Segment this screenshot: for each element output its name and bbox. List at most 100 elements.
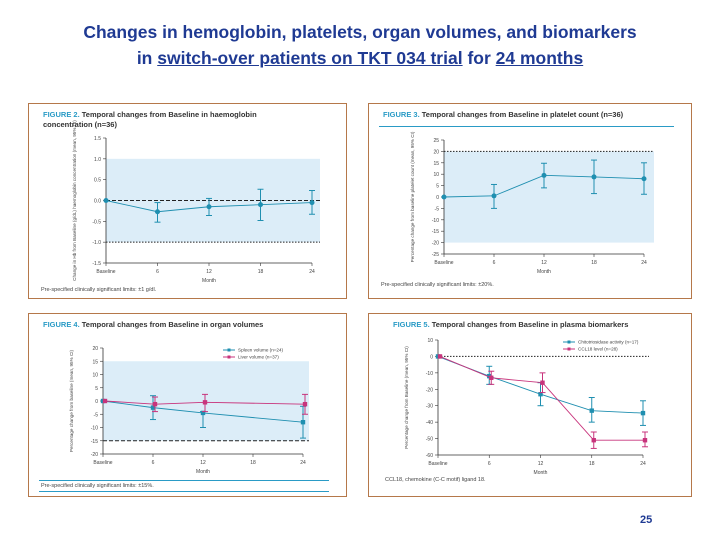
x-axis-label: Month: [202, 278, 216, 284]
x-tick-label: 6: [493, 260, 496, 266]
x-tick-label: Baseline: [96, 269, 115, 275]
figure-footnote: Pre-specified clinically significant lim…: [381, 282, 494, 288]
figure-2-haemoglobin: 1.5 1.0 0.5 0.0 -0.5 -1.0 -1.5 Baseline 6 12 18 24 M…: [28, 103, 347, 299]
data-point: [200, 410, 206, 416]
x-axis-label: Month: [196, 469, 210, 475]
legend-marker: [567, 347, 571, 351]
y-tick-label: -40: [426, 420, 433, 426]
data-point: [641, 176, 647, 182]
slide-title-line2: in switch-over patients on TKT 034 trial…: [0, 48, 720, 69]
chart-plot: 10 0 -10 -20 -30 -40 -50 -60 Baseline 6 12 18 24 Mont…: [404, 338, 649, 476]
y-tick-label: 15: [433, 161, 439, 167]
data-point: [103, 198, 109, 203]
title-underlined-trial: switch-over patients on TKT 034 trial: [157, 48, 463, 68]
data-point: [640, 410, 646, 416]
y-tick-label: 15: [92, 359, 98, 365]
y-tick-label: -10: [426, 371, 433, 377]
y-tick-label: 0.0: [94, 199, 101, 205]
data-point: [441, 194, 447, 200]
y-tick-label: -25: [432, 252, 439, 258]
y-tick-label: -30: [426, 404, 433, 410]
legend-label: Liver volume (n=37): [238, 355, 279, 360]
legend-label: CCL18 level (n=28): [578, 347, 618, 352]
series-line: [439, 356, 645, 441]
series-line: [102, 400, 304, 423]
y-axis-label: Change in Hb from Baseline (g/dL) haemog…: [72, 120, 77, 281]
legend-marker: [567, 340, 571, 344]
figure-footnote: CCL18, chemokine (C-C motif) ligand 18.: [385, 477, 486, 483]
y-tick-label: 1.5: [94, 136, 101, 142]
figure-label: FIGURE 4.: [43, 320, 80, 329]
y-tick-label: -15: [91, 439, 98, 445]
y-tick-label: -60: [426, 453, 433, 459]
page-number: 25: [640, 514, 653, 526]
x-tick-label: 6: [156, 269, 159, 275]
y-tick-label: -20: [426, 387, 433, 393]
figure-title: FIGURE 5. Temporal changes from Baseline…: [393, 320, 683, 330]
chart-plot: 20 15 10 5 0 -5 -10 -15 -20 Baseline 6 12 18 24 Month P…: [69, 346, 309, 475]
y-tick-label: 25: [433, 138, 439, 144]
figure-label: FIGURE 3.: [383, 110, 420, 119]
data-point: [540, 380, 545, 385]
figure-title: FIGURE 4. Temporal changes from Baseline…: [43, 320, 343, 330]
clinical-limit-band: [106, 158, 320, 243]
data-point: [102, 398, 108, 404]
title-underlined-duration: 24 months: [495, 48, 584, 68]
y-tick-label: 20: [433, 149, 439, 155]
y-axis-label: Percentage change from Baseline (mean, 9…: [404, 346, 409, 449]
legend-marker: [227, 348, 231, 352]
y-tick-label: 0: [430, 354, 433, 360]
title-text: in: [136, 48, 158, 68]
data-point: [302, 401, 308, 407]
series-line: [104, 400, 306, 405]
y-axis-label: Percentage change from baseline platelet…: [410, 131, 415, 262]
title-text: for: [462, 48, 496, 68]
figure-caption: Temporal changes from Baseline in platel…: [421, 110, 624, 119]
figure-5-plasma-biomarkers: 10 0 -10 -20 -30 -40 -50 -60 Baseline 6 12 18 24 Mont…: [368, 313, 692, 497]
figure-3-platelets: 25 20 15 10 5 0 -5 -10 -15 -20 -25 Baseline 6 12 18 24 M…: [368, 103, 692, 299]
data-point: [591, 174, 597, 180]
x-tick-label: Baseline: [93, 460, 112, 466]
x-axis-label: Month: [537, 269, 551, 275]
figure-footnote: Pre-specified clinically significant lim…: [41, 287, 157, 293]
x-tick-label: 12: [538, 461, 544, 467]
figure-title: FIGURE 3. Temporal changes from Baseline…: [383, 110, 683, 120]
x-tick-label: 24: [640, 461, 646, 467]
y-tick-label: 1.0: [94, 157, 101, 163]
data-point: [642, 438, 648, 443]
y-tick-label: -20: [432, 241, 439, 247]
y-tick-label: 10: [92, 373, 98, 379]
x-axis-label: Month: [534, 470, 548, 476]
data-point: [437, 354, 443, 359]
figure-title: FIGURE 2. Temporal changes from Baseline…: [43, 110, 283, 130]
data-point: [150, 405, 156, 410]
chart-plot: 1.5 1.0 0.5 0.0 -0.5 -1.0 -1.5 Baseline 6 12 18 24 M…: [72, 120, 320, 284]
x-tick-label: 18: [589, 461, 595, 467]
data-point: [591, 438, 596, 443]
y-tick-label: -0.5: [92, 219, 101, 225]
y-tick-label: 5: [436, 184, 439, 190]
data-point: [309, 200, 315, 206]
y-tick-label: -20: [91, 452, 98, 458]
y-tick-label: 5: [95, 386, 98, 392]
y-tick-label: -1.0: [92, 240, 101, 246]
chart-plot: 25 20 15 10 5 0 -5 -10 -15 -20 -25 Baseline 6 12 18 24 M…: [410, 131, 654, 275]
y-tick-label: 10: [433, 172, 439, 178]
figure-label: FIGURE 5.: [393, 320, 430, 329]
x-tick-label: 18: [591, 260, 597, 266]
x-tick-label: 18: [258, 269, 264, 275]
x-tick-label: 12: [206, 269, 212, 275]
divider: [39, 480, 329, 481]
y-tick-label: -10: [432, 218, 439, 224]
data-point: [155, 209, 160, 215]
y-tick-label: -15: [432, 229, 439, 235]
y-tick-label: -10: [91, 426, 98, 432]
x-tick-label: 24: [300, 460, 306, 466]
x-tick-label: 6: [152, 460, 155, 466]
figure-caption: Temporal changes from Baseline in plasma…: [431, 320, 629, 329]
data-point: [491, 193, 497, 199]
x-tick-label: 12: [541, 260, 547, 266]
data-point: [258, 202, 263, 208]
y-tick-label: 0: [95, 399, 98, 405]
